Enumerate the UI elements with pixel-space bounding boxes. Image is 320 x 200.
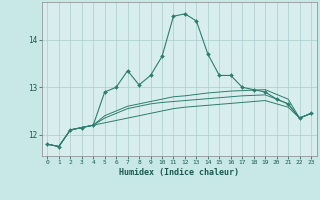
X-axis label: Humidex (Indice chaleur): Humidex (Indice chaleur) <box>119 168 239 177</box>
